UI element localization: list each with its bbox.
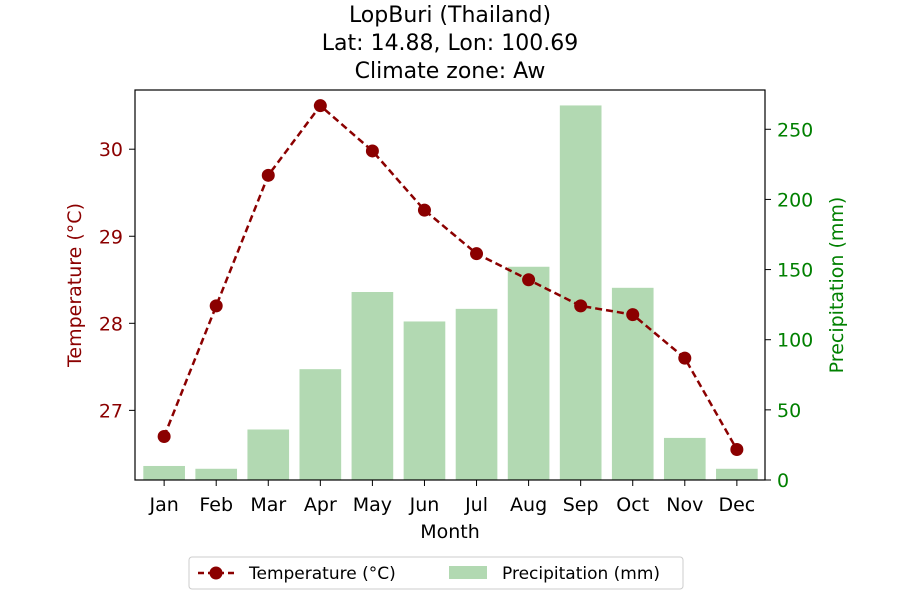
x-tick-label-jun: Jun <box>409 494 440 516</box>
x-tick-label-jan: Jan <box>148 494 178 516</box>
precipitation-bars <box>143 105 758 481</box>
x-tick-label-dec: Dec <box>718 494 755 516</box>
precipitation-tick-label-200: 200 <box>777 189 813 211</box>
x-tick-label-apr: Apr <box>304 494 337 516</box>
precipitation-axis-label: Precipitation (mm) <box>826 197 848 374</box>
legend-precipitation-swatch-icon <box>449 566 487 579</box>
temperature-point-jun <box>417 203 431 217</box>
precipitation-bar-jan <box>143 465 185 480</box>
x-tick-label-oct: Oct <box>616 494 649 516</box>
x-tick-label-feb: Feb <box>199 494 233 516</box>
temperature-point-nov <box>678 351 692 365</box>
temperature-point-aug <box>522 273 536 287</box>
x-tick-label-may: May <box>353 494 392 516</box>
temperature-point-may <box>365 144 379 158</box>
precipitation-tick-label-50: 50 <box>777 400 801 422</box>
temperature-tick-label-29: 29 <box>99 226 123 248</box>
precipitation-tick-label-150: 150 <box>777 260 813 282</box>
temperature-point-mar <box>261 168 275 182</box>
precipitation-axis: 0 50 100 150 200 250 <box>765 119 813 492</box>
legend-precipitation-label: Precipitation (mm) <box>502 564 660 584</box>
legend-box <box>188 556 684 590</box>
chart-title-line-1: LopBuri (Thailand) <box>349 3 551 28</box>
x-tick-label-mar: Mar <box>250 494 286 516</box>
precipitation-bar-feb <box>195 468 238 480</box>
temperature-point-jul <box>470 247 484 261</box>
precipitation-bar-aug <box>507 266 550 480</box>
x-tick-label-sep: Sep <box>563 494 599 516</box>
legend: Temperature (°C) Precipitation (mm) <box>188 556 684 590</box>
precipitation-tick-label-250: 250 <box>777 119 813 141</box>
temperature-tick-label-27: 27 <box>99 400 123 422</box>
precipitation-bar-sep <box>559 105 602 481</box>
precipitation-bar-jul <box>455 308 498 480</box>
temperature-tick-label-28: 28 <box>99 313 123 335</box>
temperature-series <box>157 99 744 457</box>
plot-frame <box>134 89 766 481</box>
x-axis-label: Month <box>420 521 480 543</box>
precipitation-bar-jun <box>403 321 446 480</box>
precipitation-bar-mar <box>247 429 290 480</box>
chart-title: LopBuri (Thailand) Lat: 14.88, Lon: 100.… <box>322 3 578 84</box>
x-axis: Jan Feb Mar Apr May Jun Jul Aug Sep Oct Nov Dec <box>148 480 755 516</box>
precipitation-bar-may <box>351 292 394 480</box>
temperature-axis: 27 28 29 30 <box>99 139 135 422</box>
precipitation-tick-label-100: 100 <box>777 330 813 352</box>
temperature-tick-label-30: 30 <box>99 139 123 161</box>
x-tick-label-jul: Jul <box>464 494 488 516</box>
x-tick-label-nov: Nov <box>666 494 703 516</box>
precipitation-bar-nov <box>663 437 706 480</box>
precipitation-bar-dec <box>716 468 758 480</box>
legend-temperature-marker-icon <box>209 566 223 580</box>
temperature-axis-label: Temperature (°C) <box>64 203 86 368</box>
precipitation-bar-apr <box>299 369 342 480</box>
temperature-point-jan <box>157 429 171 443</box>
temperature-point-feb <box>209 299 223 313</box>
temperature-line <box>162 103 738 451</box>
precipitation-tick-label-0: 0 <box>777 470 789 492</box>
x-tick-label-aug: Aug <box>510 494 547 516</box>
temperature-point-oct <box>626 308 640 322</box>
chart-title-line-2: Lat: 14.88, Lon: 100.69 <box>322 31 578 56</box>
chart-title-line-3: Climate zone: Aw <box>355 59 546 84</box>
temperature-point-dec <box>730 443 744 457</box>
temperature-point-sep <box>574 299 588 313</box>
legend-temperature-label: Temperature (°C) <box>248 564 396 584</box>
temperature-point-apr <box>313 99 327 113</box>
